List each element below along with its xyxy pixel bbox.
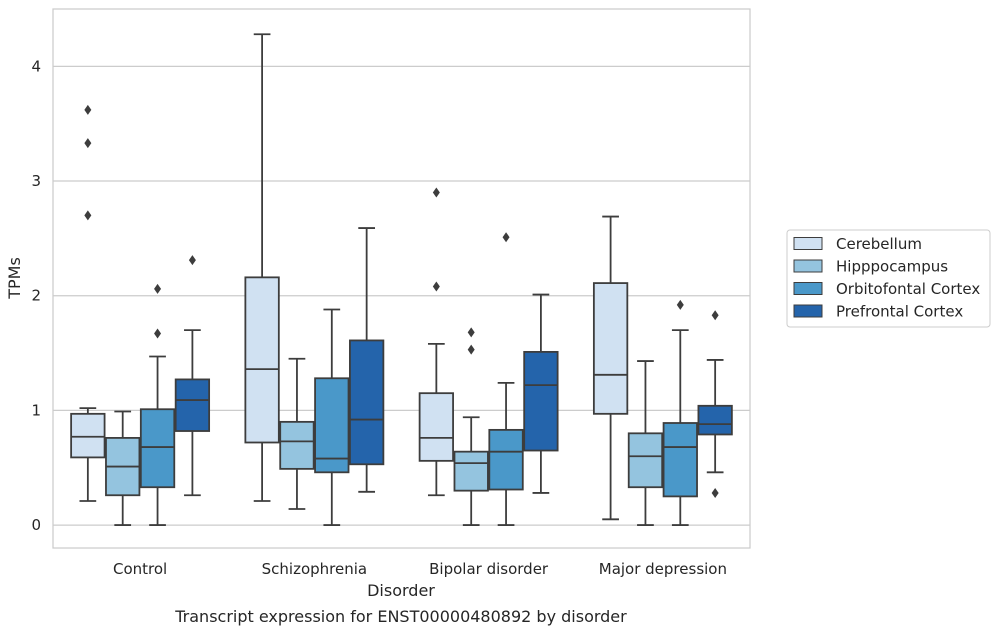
box-iqr [627,432,664,489]
box-iqr [314,377,350,474]
legend-swatch [793,259,823,273]
outlier-point [432,281,440,292]
outlier-point [711,310,719,321]
plot-frame [52,8,751,549]
box-iqr [592,282,629,415]
box-iqr [349,339,385,466]
box-3-0 [174,255,211,497]
x-tick-label: Control [113,560,167,578]
outlier-point [84,104,92,115]
box-iqr [662,422,698,498]
outlier-point [467,344,475,355]
outlier-point [676,299,684,310]
box-iqr [279,420,315,470]
box-1-2 [453,327,489,526]
outlier-point [84,138,92,149]
y-tick-label: 0 [31,516,41,534]
box-0-1 [244,33,280,502]
box-series [70,33,733,526]
box-iqr [418,392,454,462]
outlier-point [154,283,162,294]
outlier-point [84,210,92,221]
y-axis-label: TPMs [5,257,24,300]
y-tick-label: 4 [31,57,41,75]
chart-caption: Transcript expression for ENST0000048089… [174,607,627,626]
x-tick-label: Major depression [599,560,727,578]
legend-label: Prefrontal Cortex [836,303,963,321]
box-iqr [488,428,524,491]
box-2-0 [139,283,176,526]
outlier-point [467,327,475,338]
x-tick-label: Bipolar disorder [429,560,549,578]
legend-label: Hipppocampus [836,258,948,276]
legend-swatch [793,304,823,318]
box-3-1 [349,227,385,493]
outlier-point [188,255,196,266]
outlier-point [711,487,719,498]
box-2-3 [662,299,698,526]
x-axis-label: Disorder [367,581,435,600]
box-2-2 [488,232,524,526]
box-iqr [139,408,176,489]
box-iqr [453,450,489,492]
outlier-point [502,232,510,243]
x-tick-label: Schizophrenia [262,560,367,578]
legend-swatch [793,282,823,295]
y-tick-label: 1 [31,401,41,419]
box-1-1 [279,357,315,510]
box-0-2 [418,187,454,497]
y-tick-labels: 0 1 2 3 4 [31,57,41,534]
box-3-3 [697,310,733,498]
y-tick-label: 3 [31,172,41,190]
outlier-point [154,328,162,339]
box-2-1 [314,308,350,526]
x-tick-labels: Control Schizophrenia Bipolar disorder Majo… [113,560,727,578]
legend: Cerebellum Hipppocampus Orbitofontal Corte… [786,229,991,328]
box-iqr [244,276,280,444]
legend-label: Cerebellum [836,235,922,253]
box-0-3 [592,215,629,521]
box-3-2 [523,293,559,494]
box-1-0 [105,410,141,526]
box-iqr [174,378,211,432]
legend-label: Orbitofontal Cortex [836,280,980,298]
legend-swatch [793,237,823,250]
y-tick-label: 2 [31,287,41,305]
box-0-0 [70,104,106,502]
box-iqr [697,404,733,436]
legend-frame [786,229,991,328]
box-1-3 [627,360,664,526]
box-iqr [70,412,106,459]
outlier-point [432,187,440,198]
box-iqr [523,350,559,452]
